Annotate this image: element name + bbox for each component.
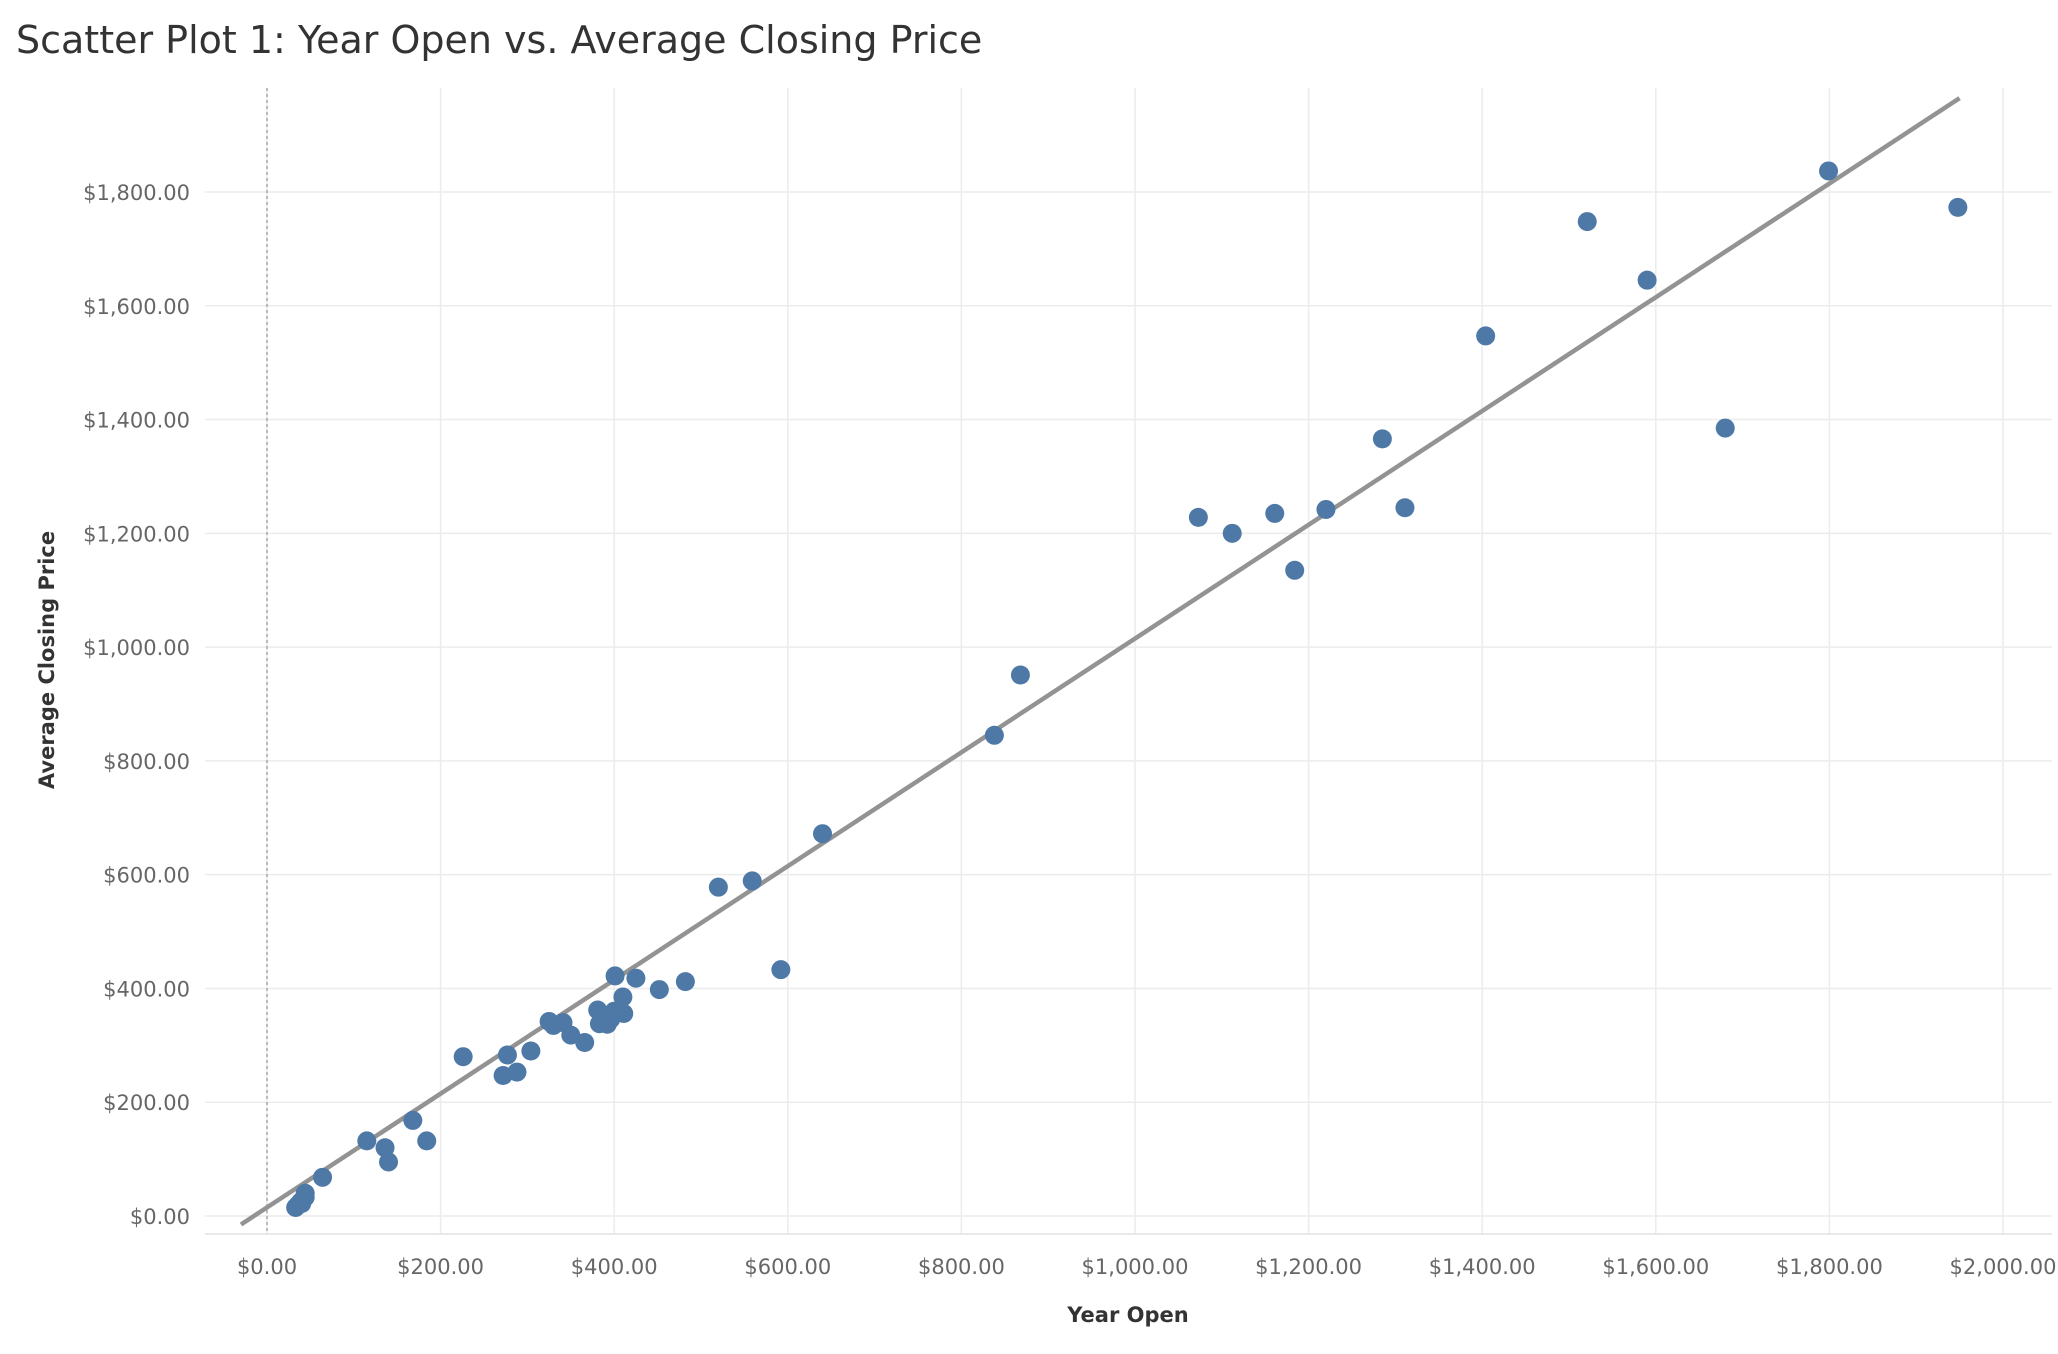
data-point[interactable] xyxy=(1476,326,1496,346)
data-point[interactable] xyxy=(1265,503,1285,523)
data-point[interactable] xyxy=(453,1047,473,1067)
x-tick-label: $2,000.00 xyxy=(1950,1255,2057,1279)
y-axis-ticks: $0.00 $200.00 $400.00 $600.00 $800.00 $1,000.… xyxy=(83,181,190,1229)
data-point[interactable] xyxy=(984,725,1004,745)
y-tick-label: $1,200.00 xyxy=(83,522,190,546)
data-points xyxy=(286,161,1968,1217)
x-tick-label: $1,000.00 xyxy=(1082,1255,1189,1279)
trend-line-group xyxy=(239,96,1961,1227)
data-point[interactable] xyxy=(313,1167,333,1187)
x-tick-label: $1,800.00 xyxy=(1776,1255,1883,1279)
data-point[interactable] xyxy=(613,987,633,1007)
data-point[interactable] xyxy=(1372,429,1392,449)
y-tick-label: $1,000.00 xyxy=(83,636,190,660)
trend-line[interactable] xyxy=(239,96,1961,1227)
data-point[interactable] xyxy=(1637,270,1657,290)
data-point[interactable] xyxy=(379,1152,399,1172)
data-point[interactable] xyxy=(575,1032,595,1052)
data-point[interactable] xyxy=(1948,197,1968,217)
x-tick-label: $1,600.00 xyxy=(1602,1255,1709,1279)
data-point[interactable] xyxy=(1222,523,1242,543)
data-point[interactable] xyxy=(813,824,833,844)
data-point[interactable] xyxy=(561,1025,581,1045)
data-point[interactable] xyxy=(614,1003,634,1023)
chart-title: Scatter Plot 1: Year Open vs. Average Cl… xyxy=(16,18,983,62)
x-tick-label: $0.00 xyxy=(237,1255,297,1279)
x-tick-label: $1,400.00 xyxy=(1429,1255,1536,1279)
x-tick-label: $200.00 xyxy=(397,1255,484,1279)
data-point[interactable] xyxy=(1577,212,1597,232)
y-tick-label: $600.00 xyxy=(103,864,190,888)
y-tick-label: $1,800.00 xyxy=(83,181,190,205)
y-tick-label: $200.00 xyxy=(103,1091,190,1115)
data-point[interactable] xyxy=(497,1045,517,1065)
data-point[interactable] xyxy=(1188,507,1208,527)
x-tick-label: $400.00 xyxy=(571,1255,658,1279)
x-axis-title: Year Open xyxy=(1066,1303,1188,1327)
data-point[interactable] xyxy=(1395,498,1415,518)
data-point[interactable] xyxy=(417,1131,437,1151)
y-tick-label: $1,600.00 xyxy=(83,295,190,319)
data-point[interactable] xyxy=(1819,161,1839,181)
y-axis-title: Average Closing Price xyxy=(35,531,59,789)
data-point[interactable] xyxy=(507,1062,527,1082)
data-point[interactable] xyxy=(742,871,762,891)
data-point[interactable] xyxy=(771,960,791,980)
data-point[interactable] xyxy=(295,1183,315,1203)
data-point[interactable] xyxy=(605,966,625,986)
x-tick-label: $1,200.00 xyxy=(1255,1255,1362,1279)
y-tick-label: $0.00 xyxy=(130,1205,190,1229)
data-point[interactable] xyxy=(375,1138,395,1158)
data-point[interactable] xyxy=(675,972,695,992)
data-point[interactable] xyxy=(357,1131,377,1151)
data-point[interactable] xyxy=(649,980,669,1000)
x-tick-label: $600.00 xyxy=(744,1255,831,1279)
y-tick-label: $1,400.00 xyxy=(83,409,190,433)
y-tick-label: $800.00 xyxy=(103,750,190,774)
data-point[interactable] xyxy=(626,968,646,988)
data-point[interactable] xyxy=(1010,665,1030,685)
data-point[interactable] xyxy=(1316,499,1336,519)
x-tick-label: $800.00 xyxy=(918,1255,1005,1279)
data-point[interactable] xyxy=(1285,560,1305,580)
data-point[interactable] xyxy=(708,877,728,897)
y-tick-label: $400.00 xyxy=(103,977,190,1001)
data-point[interactable] xyxy=(521,1041,541,1061)
data-point[interactable] xyxy=(403,1110,423,1130)
data-point[interactable] xyxy=(1715,418,1735,438)
x-axis-ticks: $0.00 $200.00 $400.00 $600.00 $800.00 $1,000.… xyxy=(237,1255,2057,1279)
grid-lines xyxy=(205,88,2052,1235)
